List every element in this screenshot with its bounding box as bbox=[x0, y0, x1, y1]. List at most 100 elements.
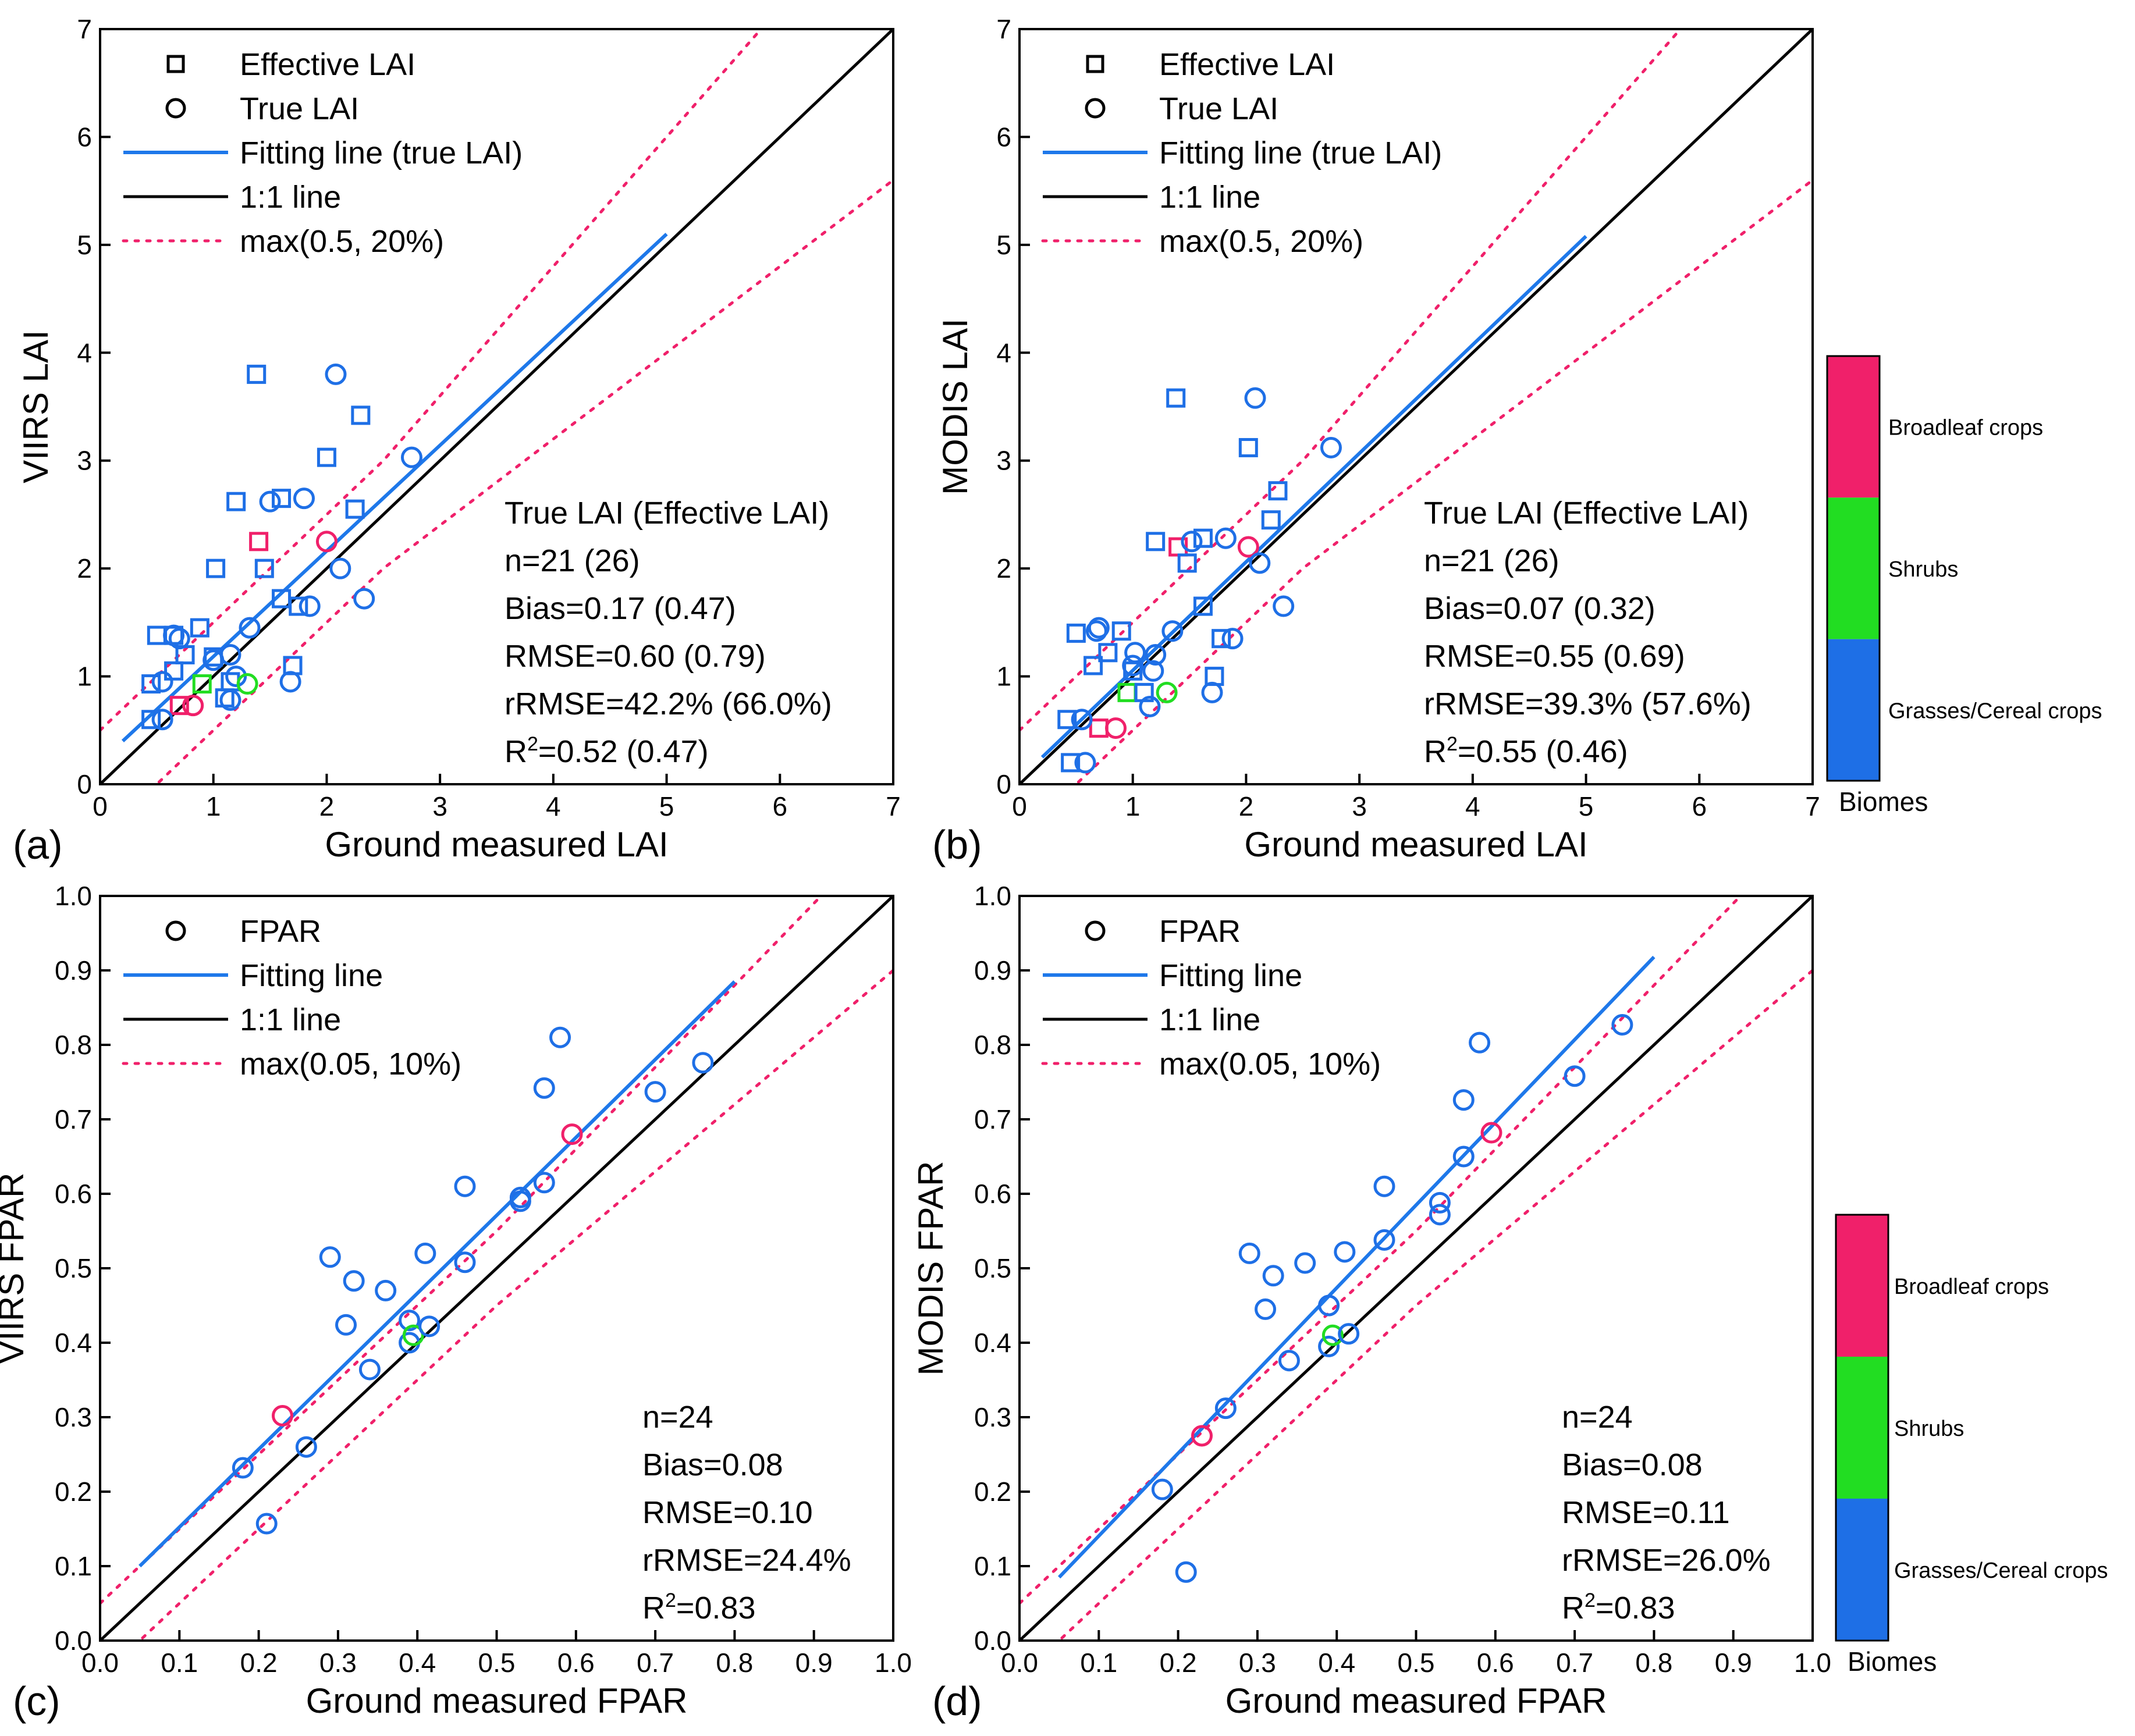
stats-block: n=24 Bias=0.08 RMSE=0.11 rRMSE=26.0% R2=0.83 bbox=[1562, 1400, 1771, 1625]
data-point-square bbox=[1146, 532, 1166, 552]
legend-circle-marker bbox=[1085, 98, 1106, 119]
legend-label: max(0.05, 10%) bbox=[240, 1047, 461, 1082]
lines-layer bbox=[100, 896, 893, 1641]
data-point-circle bbox=[271, 1404, 293, 1426]
tolerance-line-upper bbox=[1019, 896, 1743, 1605]
data-point-circle bbox=[1214, 1397, 1237, 1420]
legend-label: Fitting line bbox=[1159, 958, 1302, 993]
data-point-circle bbox=[1088, 617, 1110, 639]
y-tick-label: 0 bbox=[77, 769, 92, 799]
y-axis-title: MODIS FPAR bbox=[911, 1161, 950, 1376]
stats-block: n=24 Bias=0.08 RMSE=0.10 rRMSE=24.4% R2=0.83 bbox=[642, 1400, 851, 1625]
data-point-circle bbox=[279, 671, 301, 693]
colorbar-label: Shrubs bbox=[1894, 1417, 1964, 1441]
fitting-line bbox=[1057, 955, 1656, 1579]
legend-label: max(0.5, 20%) bbox=[1159, 224, 1363, 259]
tolerance-line-upper bbox=[100, 896, 823, 1605]
data-point-square bbox=[1166, 388, 1186, 408]
data-point-circle bbox=[1139, 695, 1161, 717]
legend-label: True LAI bbox=[1159, 91, 1278, 126]
data-point-square bbox=[164, 661, 184, 681]
legend-label: Fitting line bbox=[240, 958, 383, 993]
y-tick-label: 6 bbox=[996, 122, 1011, 152]
data-point-circle bbox=[1373, 1175, 1395, 1197]
y-axis-title: VIIRS LAI bbox=[16, 330, 55, 483]
x-tick-label: 6 bbox=[1692, 791, 1707, 821]
legend-label: Effective LAI bbox=[1159, 47, 1335, 82]
panel-b: 0 1 2 3 4 5 6 7 0 1 2 3 4 5 6 7 Ground measured LAI MODIS… bbox=[932, 14, 1820, 867]
data-point-square bbox=[272, 489, 292, 508]
data-point-circle bbox=[358, 1358, 381, 1381]
data-point-circle bbox=[319, 1246, 341, 1268]
data-point-circle bbox=[1074, 752, 1096, 774]
panel-label: (d) bbox=[932, 1678, 982, 1724]
y-tick-label: 0.1 bbox=[55, 1551, 92, 1581]
x-tick-label: 1 bbox=[1125, 791, 1141, 821]
colorbar-frame bbox=[1826, 355, 1881, 782]
y-axis-title: VIIRS FPAR bbox=[0, 1173, 31, 1364]
data-point-circle bbox=[1085, 620, 1107, 642]
colorbar-2: Broadleaf crops Shrubs Grasses/Cereal crop… bbox=[1835, 1214, 2108, 1677]
y-tick-label: 4 bbox=[996, 337, 1011, 368]
series-circle bbox=[151, 363, 422, 731]
legend-label: 1:1 line bbox=[240, 180, 341, 215]
x-tick-label: 0.8 bbox=[716, 1648, 753, 1678]
legend-label: Fitting line (true LAI) bbox=[1159, 136, 1442, 170]
stats-line: R2=0.52 (0.47) bbox=[505, 733, 709, 769]
x-tick-label: 2 bbox=[319, 791, 335, 821]
one-to-one-line bbox=[100, 29, 893, 784]
stats-line: RMSE=0.55 (0.69) bbox=[1424, 639, 1685, 674]
data-point-square bbox=[1089, 718, 1109, 738]
data-point-circle bbox=[239, 617, 261, 639]
data-point-circle bbox=[315, 531, 338, 553]
x-tick-label: 0.4 bbox=[399, 1648, 436, 1678]
legend-label: 1:1 line bbox=[240, 1002, 341, 1037]
data-point-circle bbox=[1201, 681, 1223, 703]
data-point-circle bbox=[454, 1175, 476, 1197]
data-point-circle bbox=[414, 1242, 436, 1264]
data-point-circle bbox=[1142, 660, 1164, 682]
series-circle bbox=[1151, 1013, 1633, 1583]
data-point-square bbox=[1193, 596, 1213, 616]
data-point-circle bbox=[1278, 1350, 1300, 1372]
data-point-circle bbox=[1452, 1089, 1475, 1111]
y-tick-label: 0.1 bbox=[974, 1551, 1011, 1581]
y-tick-label: 7 bbox=[77, 14, 92, 44]
data-point-circle bbox=[1429, 1191, 1451, 1214]
x-tick-label: 0.1 bbox=[161, 1648, 198, 1678]
data-point-circle bbox=[1322, 1324, 1344, 1346]
x-tick-label: 0.6 bbox=[1477, 1648, 1514, 1678]
y-tick-label: 0.9 bbox=[55, 955, 92, 986]
colorbar-segment bbox=[1827, 497, 1880, 639]
y-tick-label: 0.3 bbox=[974, 1402, 1011, 1432]
data-point-circle bbox=[1105, 717, 1127, 739]
data-point-circle bbox=[509, 1190, 531, 1212]
x-axis-title: Ground measured LAI bbox=[1244, 825, 1587, 864]
y-tick-label: 0.3 bbox=[55, 1402, 92, 1432]
x-tick-label: 1.0 bbox=[1794, 1648, 1831, 1678]
fitting-line bbox=[121, 233, 668, 743]
data-point-circle bbox=[259, 490, 281, 513]
data-point-circle bbox=[1334, 1241, 1356, 1263]
y-tick-label: 3 bbox=[996, 446, 1011, 476]
legend-label: FPAR bbox=[1159, 914, 1241, 949]
y-tick-label: 1 bbox=[996, 661, 1011, 692]
data-point-circle bbox=[1214, 527, 1237, 549]
data-point-square bbox=[247, 364, 267, 384]
data-point-circle bbox=[232, 1457, 254, 1479]
legend: FPAR Fitting line 1:1 line max(0.05, 10%) bbox=[1041, 914, 1381, 1082]
x-tick-label: 0.5 bbox=[478, 1648, 516, 1678]
y-tick-label: 1.0 bbox=[974, 881, 1011, 911]
data-point-circle bbox=[1156, 681, 1178, 703]
y-tick-label: 0.0 bbox=[55, 1625, 92, 1656]
y-tick-label: 4 bbox=[77, 337, 92, 368]
series-circle bbox=[232, 1026, 714, 1535]
data-point-circle bbox=[1145, 643, 1167, 666]
data-point-circle bbox=[299, 595, 321, 617]
legend-label: 1:1 line bbox=[1159, 180, 1260, 215]
stats-line: RMSE=0.60 (0.79) bbox=[505, 639, 766, 674]
stats-line: R2=0.55 (0.46) bbox=[1424, 733, 1628, 769]
data-point-circle bbox=[561, 1123, 583, 1146]
data-point-square bbox=[1084, 656, 1103, 675]
data-point-square bbox=[1177, 553, 1197, 573]
